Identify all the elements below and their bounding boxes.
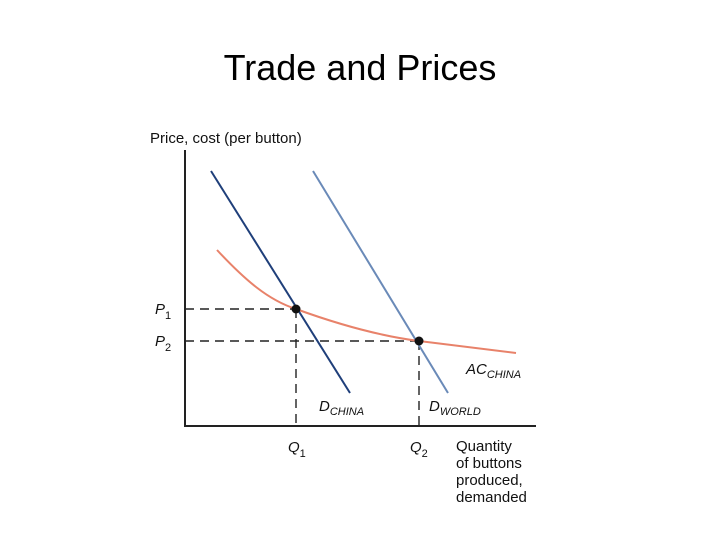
x-axis-label-line: produced,: [456, 472, 523, 489]
demand-world-line: [312, 170, 449, 394]
average-cost-curve: [216, 249, 517, 354]
curve-label: DCHINA: [319, 398, 364, 418]
label-main: P: [155, 301, 165, 318]
curve-label: ACCHINA: [465, 361, 521, 381]
label-sub: WORLD: [440, 406, 481, 418]
label-main: AC: [465, 361, 487, 378]
label-sub: CHINA: [330, 406, 364, 418]
label-main: P: [155, 333, 165, 350]
price-label: P2: [155, 333, 171, 354]
y-axis-label: Price, cost (per button): [150, 130, 302, 147]
label-sub: CHINA: [487, 369, 521, 381]
label-main: Q: [410, 439, 422, 456]
label-sub: 1: [165, 310, 171, 322]
curve-label: DWORLD: [429, 398, 481, 418]
label-main: D: [429, 398, 440, 415]
x-axis-label-line: Quantity: [456, 438, 512, 455]
label-sub: 1: [300, 448, 306, 460]
demand-china-line: [210, 170, 351, 394]
label-main: D: [319, 398, 330, 415]
quantity-label: Q1: [288, 439, 306, 460]
x-axis-label-line: of buttons: [456, 455, 522, 472]
price-label: P1: [155, 301, 171, 322]
equilibrium-point: [291, 304, 301, 314]
label-sub: 2: [165, 342, 171, 354]
label-sub: 2: [422, 448, 428, 460]
label-main: Q: [288, 439, 300, 456]
quantity-label: Q2: [410, 439, 428, 460]
equilibrium-point: [414, 336, 424, 346]
slide-title: Trade and Prices: [224, 47, 497, 88]
x-axis-label-line: demanded: [456, 489, 527, 506]
guides: [185, 308, 420, 426]
